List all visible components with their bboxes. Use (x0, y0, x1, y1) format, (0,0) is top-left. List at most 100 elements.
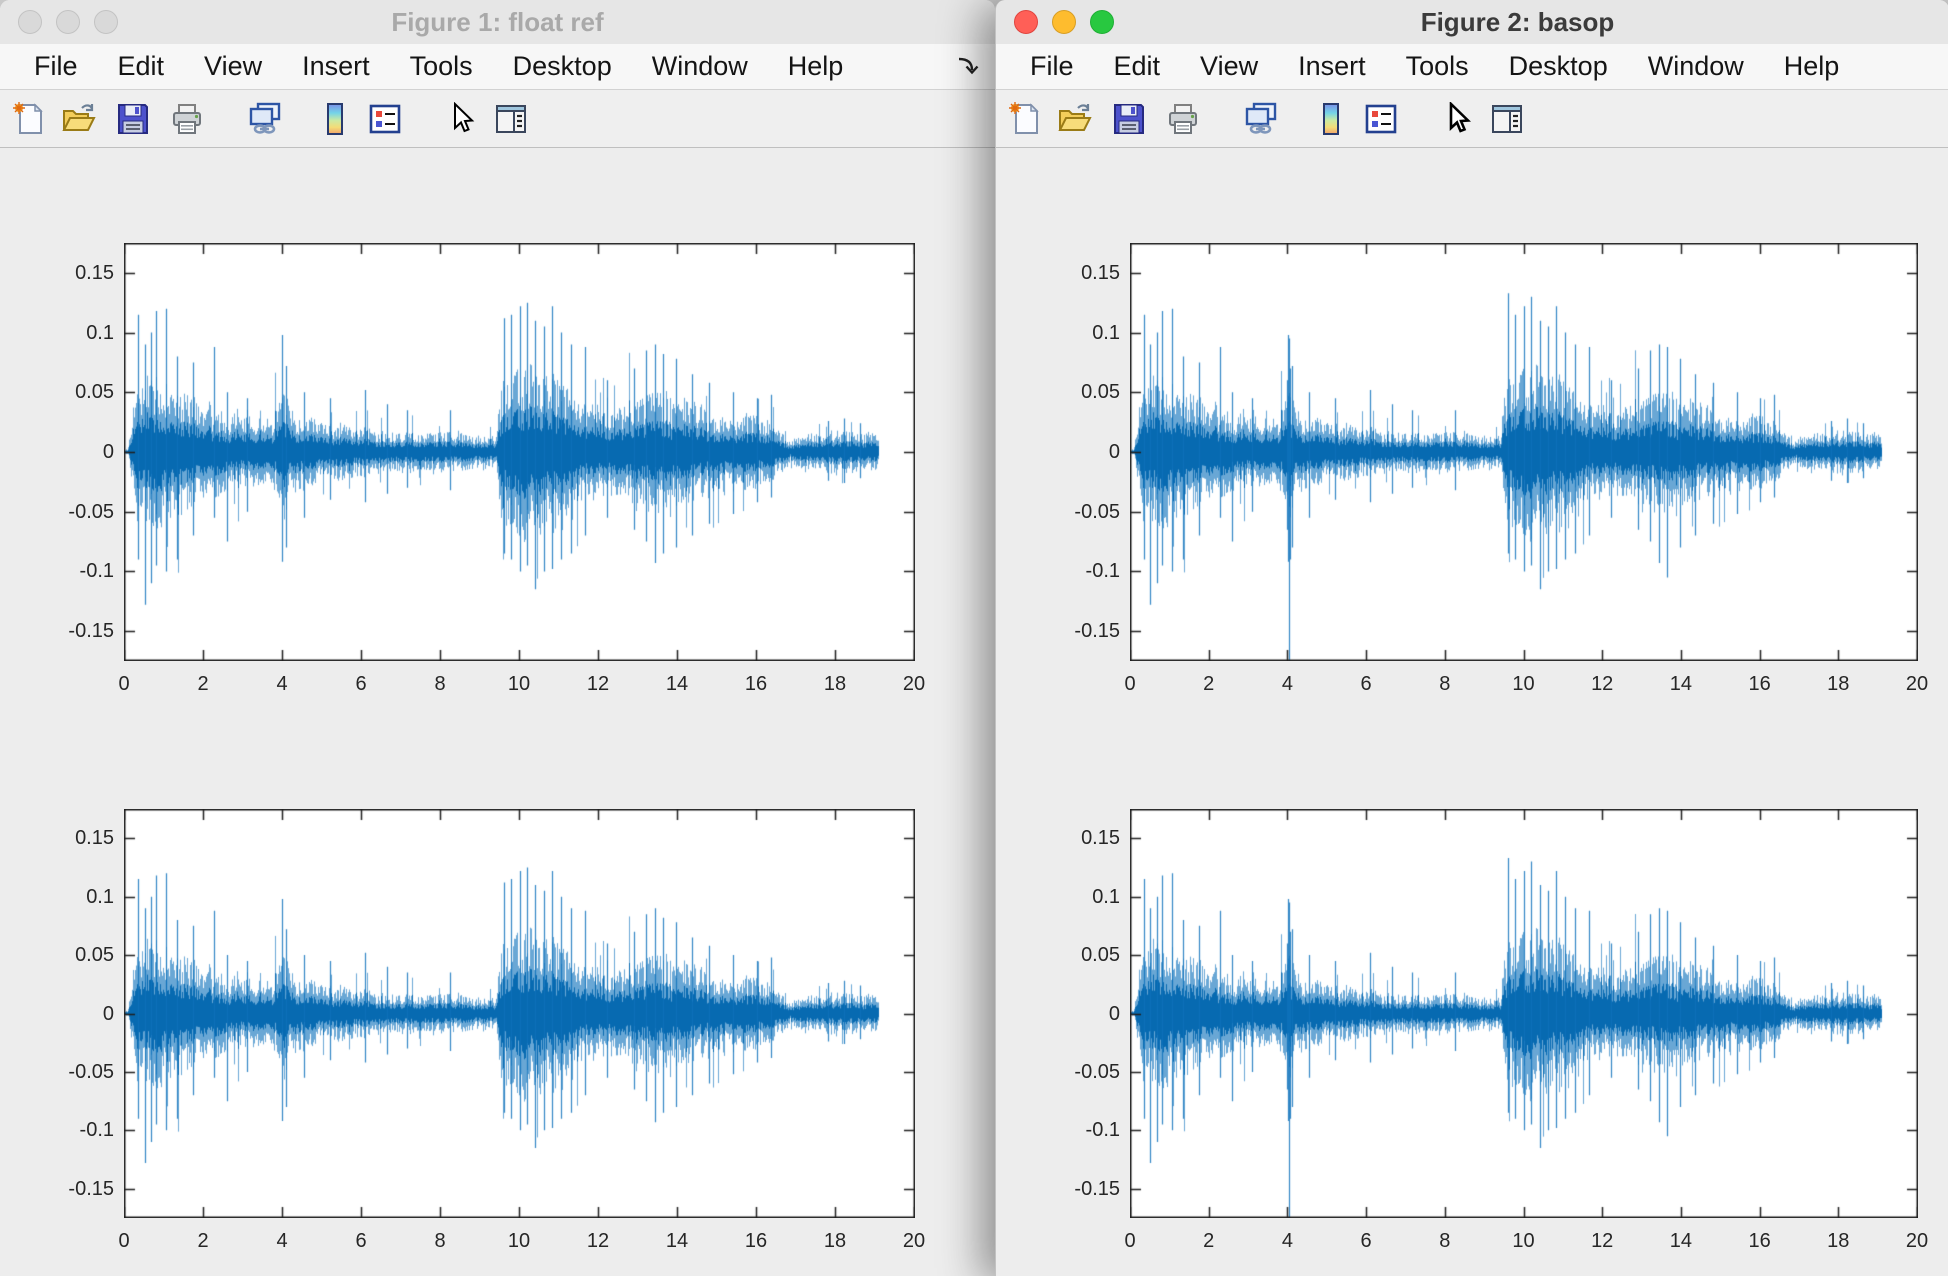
titlebar[interactable]: Figure 2: basop (996, 0, 1948, 44)
y-tick-label: 0.05 (1081, 944, 1120, 967)
insert-colorbar-icon[interactable] (318, 102, 352, 136)
x-tick-label: 16 (1748, 673, 1771, 695)
x-tick-label: 14 (1669, 673, 1693, 695)
zoom-button[interactable] (1090, 10, 1114, 34)
figure-window-1: Figure 1: float ref File Edit View Inser… (0, 0, 995, 1276)
close-button[interactable] (1014, 10, 1038, 34)
y-tick-label: 0 (102, 441, 114, 463)
menu-view[interactable]: View (1200, 51, 1259, 81)
x-tick-label: 6 (355, 1230, 367, 1252)
print-figure-icon[interactable] (170, 102, 204, 136)
x-tick-label: 2 (197, 673, 209, 695)
menu-file[interactable]: File (34, 51, 78, 81)
menu-help[interactable]: Help (787, 51, 844, 81)
menu-desktop[interactable]: Desktop (1508, 51, 1608, 81)
y-tick-label: 0 (1108, 441, 1120, 463)
menu-window[interactable]: Window (651, 51, 748, 81)
menu-view[interactable]: View (204, 51, 263, 81)
minimize-button[interactable] (56, 10, 80, 34)
plot-browser-icon[interactable] (494, 102, 528, 136)
waveform-plot[interactable] (1130, 243, 1918, 661)
menu-bar: File Edit View Insert Tools Desktop Wind… (0, 44, 995, 90)
waveform-plot[interactable] (124, 809, 915, 1218)
open-file-icon[interactable] (62, 102, 96, 136)
x-tick-label: 10 (1512, 673, 1535, 695)
menu-overflow-icon[interactable] (955, 53, 981, 79)
x-tick-label: 16 (744, 673, 768, 695)
x-tick-label: 18 (1827, 1230, 1850, 1252)
x-tick-label: 4 (1281, 1230, 1293, 1252)
figure-toolbar (0, 90, 995, 148)
waveform-plot[interactable] (124, 243, 915, 661)
menu-insert[interactable]: Insert (302, 51, 370, 81)
insert-legend-icon[interactable] (1364, 102, 1398, 136)
menu-file[interactable]: File (1030, 51, 1074, 81)
y-tick-label: 0.1 (86, 321, 114, 344)
x-tick-label: 6 (1360, 1230, 1372, 1252)
x-tick-label: 10 (507, 1230, 531, 1252)
new-figure-icon[interactable] (12, 101, 46, 136)
x-tick-label: 6 (355, 673, 367, 695)
x-tick-label: 0 (1124, 673, 1136, 695)
axes-subplot-1[interactable]: 0.15 0.1 0.05 0 -0.05 -0.1 -0.15 0 2 4 6 8 10 12 14 16 1… (68, 243, 925, 695)
x-tick-label: 0 (1124, 1230, 1136, 1252)
axes-subplot-1[interactable]: 0.15 0.1 0.05 0 -0.05 -0.1 -0.15 0 2 4 6 8 10 12 14 16 1… (1074, 243, 1928, 695)
menu-help[interactable]: Help (1783, 51, 1840, 81)
plot-browser-icon[interactable] (1490, 102, 1524, 136)
save-figure-icon[interactable] (1112, 102, 1146, 136)
new-figure-icon[interactable] (1008, 101, 1042, 136)
menu-tools[interactable]: Tools (409, 51, 473, 81)
y-tick-label: 0.1 (1092, 885, 1120, 908)
waveform-plot[interactable] (1130, 809, 1918, 1218)
menu-edit[interactable]: Edit (117, 51, 165, 81)
menu-tools[interactable]: Tools (1405, 51, 1469, 81)
x-tick-label: 4 (1281, 673, 1293, 695)
y-tick-label: 0.05 (1081, 381, 1120, 404)
save-figure-icon[interactable] (116, 102, 150, 136)
x-tick-label: 2 (1203, 1230, 1215, 1252)
open-file-icon[interactable] (1058, 102, 1092, 136)
zoom-button[interactable] (94, 10, 118, 34)
menu-edit[interactable]: Edit (1113, 51, 1161, 81)
y-tick-label: 0.1 (86, 885, 114, 908)
link-plot-icon[interactable] (248, 102, 282, 136)
x-tick-label: 0 (118, 673, 130, 695)
minimize-button[interactable] (1052, 10, 1076, 34)
edit-plot-icon mouse-cursor[interactable] (1440, 101, 1474, 136)
y-tick-label: 0 (1108, 1002, 1120, 1025)
menu-window[interactable]: Window (1647, 51, 1744, 81)
menu-insert[interactable]: Insert (1298, 51, 1366, 81)
y-tick-label: -0.05 (68, 500, 114, 523)
y-tick-label: -0.05 (1074, 500, 1120, 523)
x-tick-label: 4 (276, 1230, 288, 1252)
y-tick-label: -0.1 (79, 560, 114, 583)
menu-desktop[interactable]: Desktop (512, 51, 612, 81)
x-tick-label: 10 (1512, 1230, 1535, 1252)
print-figure-icon[interactable] (1166, 102, 1200, 136)
x-tick-label: 16 (1748, 1230, 1771, 1252)
axes-subplot-2[interactable]: 0.15 0.1 0.05 0 -0.05 -0.1 -0.15 0 2 4 6 8 10 12 14 16 1… (68, 809, 925, 1252)
y-tick-label: -0.1 (1085, 1119, 1120, 1142)
titlebar[interactable]: Figure 1: float ref (0, 0, 995, 44)
traffic-lights (1014, 10, 1114, 34)
figure-canvas: 0.15 0.1 0.05 0 -0.05 -0.1 -0.15 0 2 4 6 8 10 12 14 16 1… (0, 148, 995, 1276)
insert-colorbar-icon[interactable] (1314, 102, 1348, 136)
x-tick-label: 12 (1591, 1230, 1614, 1252)
edit-plot-icon[interactable] (444, 101, 478, 136)
window-title: Figure 1: float ref (391, 7, 604, 37)
figure-toolbar (996, 90, 1948, 148)
y-tick-label: -0.15 (1074, 1177, 1120, 1200)
axes-subplot-2[interactable]: 0.15 0.1 0.05 0 -0.05 -0.1 -0.15 0 2 4 6 8 10 12 14 16 1… (1074, 809, 1928, 1252)
x-tick-label: 14 (665, 673, 689, 695)
y-tick-label: 0.15 (75, 261, 114, 284)
x-tick-label: 8 (1439, 1230, 1451, 1252)
insert-legend-icon[interactable] (368, 102, 402, 136)
x-tick-label: 8 (434, 673, 446, 695)
menu-bar: File Edit View Insert Tools Desktop Wind… (996, 44, 1948, 90)
link-plot-icon[interactable] (1244, 102, 1278, 136)
x-tick-label: 14 (1669, 1230, 1693, 1252)
close-button[interactable] (18, 10, 42, 34)
x-tick-label: 12 (586, 1230, 610, 1252)
figure-window-2: Figure 2: basop File Edit View Insert To… (995, 0, 1948, 1276)
